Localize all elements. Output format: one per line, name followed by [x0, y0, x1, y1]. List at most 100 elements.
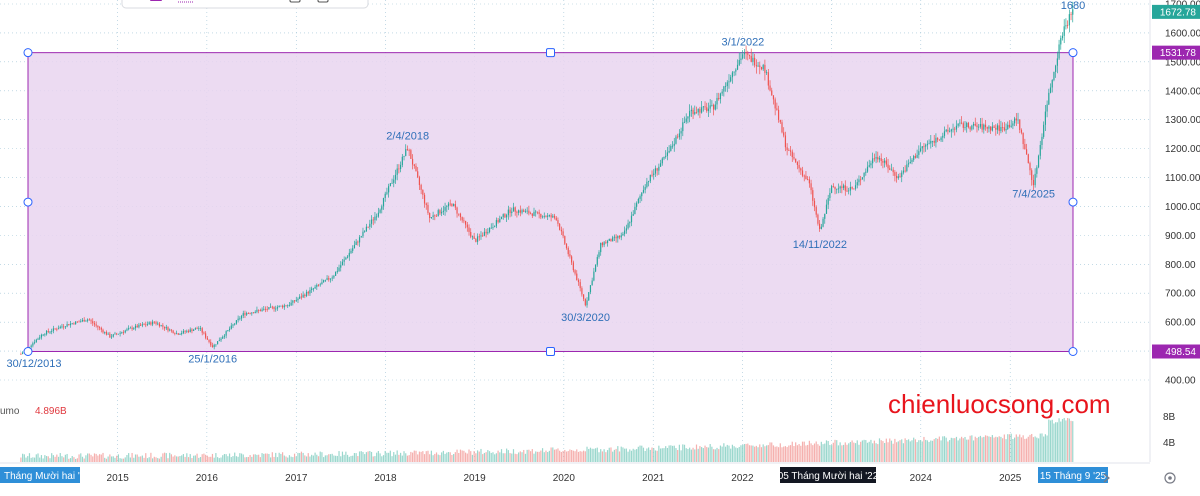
volume-bar: [877, 444, 879, 462]
candle-body: [841, 186, 843, 188]
volume-bar: [237, 456, 239, 462]
candle-body: [329, 278, 332, 280]
candle-body: [490, 227, 492, 229]
candle-body: [56, 328, 58, 330]
resize-handle[interactable]: [23, 197, 33, 207]
settings-icon[interactable]: [289, 0, 301, 3]
volume-bar: [783, 446, 785, 462]
resize-handle[interactable]: [546, 346, 555, 356]
volume-bar: [464, 452, 467, 462]
volume-bar: [449, 452, 451, 462]
volume-bar: [831, 445, 833, 462]
volume-bar: [562, 450, 564, 462]
candle-body: [157, 323, 159, 325]
candle-body: [410, 150, 412, 159]
candle-body: [167, 327, 169, 331]
resize-handle[interactable]: [1068, 48, 1078, 58]
candle-body: [983, 124, 985, 130]
candle-body: [357, 241, 359, 243]
candle-body: [630, 215, 633, 223]
candle-body: [736, 64, 739, 70]
drawing-toolbar[interactable]: [121, 0, 369, 9]
candle-body: [316, 284, 318, 287]
volume-bar: [918, 440, 920, 462]
candle-body: [665, 155, 667, 157]
candle-body: [405, 149, 407, 156]
candle-body: [624, 230, 626, 234]
candle-body: [935, 137, 937, 143]
volume-bar: [68, 458, 70, 462]
volume-bar: [283, 455, 285, 462]
candle-body: [338, 267, 340, 271]
candle-body: [1015, 118, 1017, 121]
resize-handle[interactable]: [546, 48, 555, 58]
resize-handle[interactable]: [23, 346, 33, 356]
candle-body: [528, 210, 530, 214]
candle-body: [358, 237, 361, 243]
candle-body: [805, 175, 807, 180]
candle-body: [986, 127, 988, 129]
volume-bar: [239, 453, 241, 462]
candle-body: [588, 292, 590, 301]
settings-icon[interactable]: [1164, 472, 1176, 484]
volume-bar: [278, 452, 280, 462]
lock-icon[interactable]: [317, 0, 329, 3]
candle-body: [656, 168, 658, 171]
volume-bar: [497, 450, 499, 462]
candle-body: [829, 192, 831, 199]
candle-body: [45, 330, 48, 335]
volume-bar: [677, 450, 679, 462]
volume-bar: [984, 435, 987, 462]
resize-handle[interactable]: [1068, 346, 1078, 356]
candle-body: [511, 211, 513, 214]
candle-body: [673, 143, 675, 146]
candle-body: [916, 154, 918, 158]
candle-body: [307, 291, 309, 294]
paint-bucket-icon[interactable]: [150, 0, 162, 1]
volume-bar: [220, 457, 222, 462]
volume-bar: [422, 451, 424, 462]
candle-body: [711, 105, 713, 106]
candle-body: [1025, 149, 1028, 155]
candle-body: [152, 321, 154, 325]
candle-body: [177, 333, 179, 335]
candle-body: [458, 213, 460, 215]
price-axis[interactable]: 400.00500.00600.00700.00800.00900.001000…: [1149, 0, 1200, 462]
candle-body: [488, 227, 491, 233]
volume-bar: [579, 451, 581, 462]
range-box[interactable]: [27, 52, 1074, 352]
candle-body: [66, 324, 68, 327]
candle-body: [297, 298, 299, 301]
candle-body: [435, 215, 438, 217]
volume-bar: [750, 445, 752, 462]
candle-body: [762, 64, 764, 70]
candle-body: [781, 122, 783, 133]
volume-bar: [721, 446, 723, 462]
volume-bar: [506, 448, 508, 462]
candle-body: [30, 345, 32, 347]
candle-body: [299, 296, 301, 299]
volume-bar: [615, 448, 617, 462]
volume-bar: [227, 456, 229, 462]
resize-handle[interactable]: [1068, 197, 1078, 207]
volume-bar: [699, 446, 701, 462]
volume-bar: [536, 451, 539, 462]
time-axis[interactable]: Tháng Mười hai '13 2015 2016 2017 2018 2019 2…: [0, 462, 1200, 491]
volume-bar: [543, 452, 545, 462]
candle-body: [555, 217, 557, 221]
volume-bar: [731, 444, 734, 462]
candle-body: [685, 118, 687, 122]
candle-body: [940, 137, 942, 141]
candle-body: [516, 211, 518, 213]
candle-body: [969, 127, 971, 130]
candle-body: [947, 129, 949, 132]
resize-handle[interactable]: [23, 48, 33, 58]
range-box-handles[interactable]: [23, 48, 1078, 356]
scroll-right-icon[interactable]: [1103, 473, 1110, 483]
volume-bar: [357, 456, 359, 462]
candle-body: [134, 325, 137, 329]
candle-body: [565, 243, 568, 249]
price-tick-label: 700.00: [1165, 289, 1196, 300]
